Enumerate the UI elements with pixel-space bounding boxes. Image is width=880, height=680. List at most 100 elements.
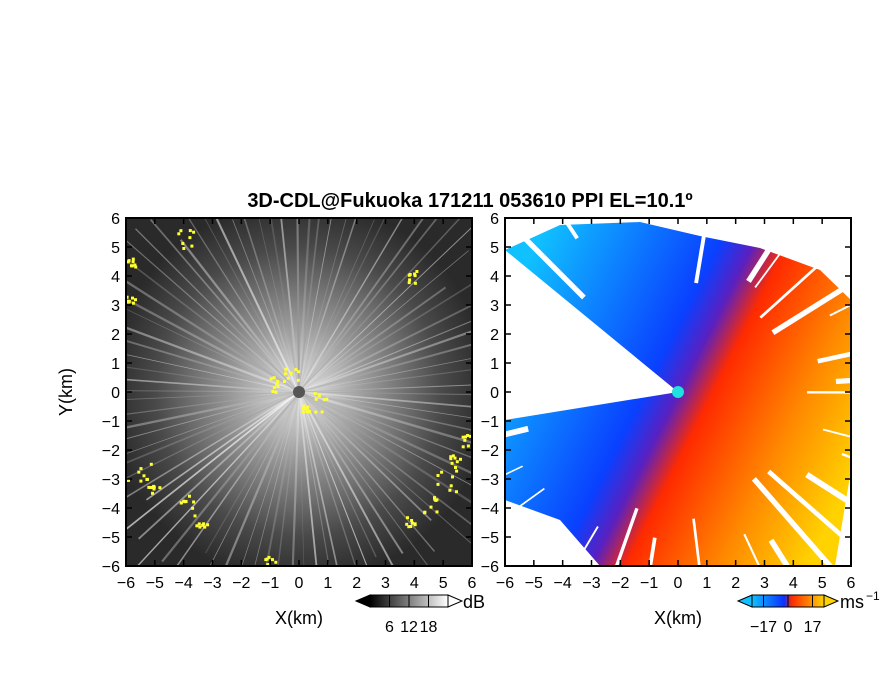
snr-ray: [298, 391, 377, 558]
snr-ray: [280, 218, 300, 393]
snr-high-echo-pixel: [406, 516, 409, 520]
snr-ray: [298, 391, 472, 487]
velocity-missing-ray: [759, 233, 851, 319]
snr-ray: [126, 354, 300, 393]
snr-ray: [298, 218, 439, 393]
velocity-colorbar-low-arrow: [736, 594, 753, 608]
snr-high-echo-pixel: [127, 478, 130, 482]
snr-colorbar-low-arrow: [354, 594, 371, 608]
snr-high-echo-pixel: [274, 390, 278, 394]
snr-high-echo-pixel: [137, 470, 141, 474]
snr-high-echo-pixel: [131, 296, 134, 300]
snr-high-echo-pixel: [276, 385, 280, 389]
snr-high-echo-pixel: [429, 505, 433, 509]
snr-ray: [298, 218, 320, 393]
velocity-y-tick-label: −4: [481, 501, 499, 518]
snr-high-echo-pixel: [179, 229, 183, 233]
snr-ray: [298, 283, 472, 393]
snr-high-echo-pixel: [301, 407, 305, 410]
snr-ray: [296, 218, 301, 393]
snr-high-echo-pixel: [127, 259, 131, 263]
snr-high-echo-pixel: [454, 466, 457, 469]
snr-ray: [298, 391, 472, 545]
snr-high-echo-pixel: [283, 380, 286, 383]
velocity-x-tick-label: 1: [702, 575, 711, 592]
snr-high-echo-pixel: [177, 232, 181, 236]
snr-ray: [298, 320, 472, 393]
snr-high-echo-pixel: [131, 257, 135, 261]
snr-ray: [298, 391, 429, 566]
velocity-x-tick-label: −2: [611, 575, 629, 592]
velocity-x-tick-label: −4: [554, 575, 572, 592]
snr-ray: [298, 391, 472, 408]
velocity-missing-ray: [751, 477, 834, 566]
snr-high-echo-pixel: [436, 474, 440, 477]
snr-high-echo-pixel: [134, 265, 138, 269]
snr-high-echo-pixel: [313, 392, 317, 396]
velocity-y-axis: −6 −5 −4 −3 −2 −1 0 1 2 3 4 5 6: [481, 211, 851, 576]
velocity-colorbar-ticks: −17 0 17: [750, 595, 821, 636]
snr-high-echo-pixel: [283, 372, 287, 376]
snr-colorbar-tick-label: 6: [385, 619, 394, 636]
snr-ray: [126, 279, 300, 393]
snr-y-tick-label: −1: [102, 414, 120, 431]
snr-high-echo-pixel: [305, 409, 309, 413]
snr-ray: [126, 390, 300, 429]
snr-high-echo-pixel: [453, 456, 457, 460]
snr-high-echo-pixel: [267, 555, 271, 559]
snr-high-echo-pixel: [130, 264, 134, 268]
velocity-missing-ray: [532, 541, 555, 566]
snr-high-echo-pixel: [289, 371, 293, 375]
snr-high-echo-pixel: [302, 404, 306, 408]
snr-ray: [298, 391, 472, 526]
snr-high-echo-pixel: [303, 407, 307, 411]
snr-y-tick-label: −2: [102, 443, 120, 460]
snr-ray: [136, 391, 300, 566]
snr-ray: [179, 239, 300, 393]
velocity-missing-ray: [644, 74, 657, 194]
snr-high-echo-pixel: [294, 367, 298, 371]
snr-ray: [298, 390, 472, 475]
snr-ray: [176, 391, 300, 566]
snr-high-echo-pixel: [134, 298, 137, 302]
snr-y-tick-label: 2: [111, 327, 120, 344]
snr-high-echo-pixel: [269, 377, 273, 381]
snr-ray: [126, 326, 300, 394]
snr-high-echo-pixel: [271, 390, 275, 393]
snr-high-echo-pixel: [449, 484, 453, 488]
snr-ray: [298, 218, 425, 393]
snr-ray: [241, 391, 300, 566]
snr-ray: [187, 218, 300, 393]
snr-high-echo-pixel: [297, 370, 301, 374]
snr-y-tick-label: −3: [102, 472, 120, 489]
snr-high-echo-pixel: [296, 378, 300, 382]
snr-ray: [126, 258, 300, 393]
snr-ray: [298, 391, 318, 566]
snr-x-tick-label: 2: [352, 575, 361, 592]
snr-high-echo-pixel: [455, 460, 459, 464]
snr-ray: [204, 218, 300, 393]
snr-high-echo-pixel: [413, 281, 417, 285]
snr-ray: [215, 218, 300, 393]
snr-high-echo-pixel: [322, 398, 326, 402]
snr-high-echo-pixel: [151, 491, 154, 495]
snr-colorbar: 6 12 18 dB: [354, 592, 485, 636]
snr-x-tick-label: 3: [381, 575, 390, 592]
snr-high-echo-pixel: [272, 385, 276, 389]
snr-ray: [298, 391, 436, 552]
snr-high-echo-pixel: [464, 435, 467, 439]
snr-high-echo-pixel: [410, 519, 414, 522]
snr-y-axis: −6 −5 −4 −3 −2 −1 0 1 2 3 4 5 6: [102, 211, 472, 576]
snr-y-tick-label: 6: [111, 211, 120, 228]
velocity-missing-ray: [771, 280, 851, 335]
velocity-x-tick-label: 2: [731, 575, 740, 592]
snr-ray: [232, 219, 300, 393]
snr-panel: −6 −5 −4 −3 −2 −1 0 1 2 3 4 5 6 −6−5−4−3−2−10123456 …: [56, 211, 485, 636]
snr-high-echo-pixel: [265, 557, 269, 561]
snr-high-echo-pixel: [435, 510, 439, 514]
snr-high-echo-pixel: [301, 410, 305, 414]
snr-colorbar-tick-label: 18: [420, 619, 438, 636]
snr-high-echo-pixel: [179, 501, 183, 505]
snr-y-tick-label: 1: [111, 356, 120, 373]
velocity-missing-ray: [754, 218, 808, 288]
